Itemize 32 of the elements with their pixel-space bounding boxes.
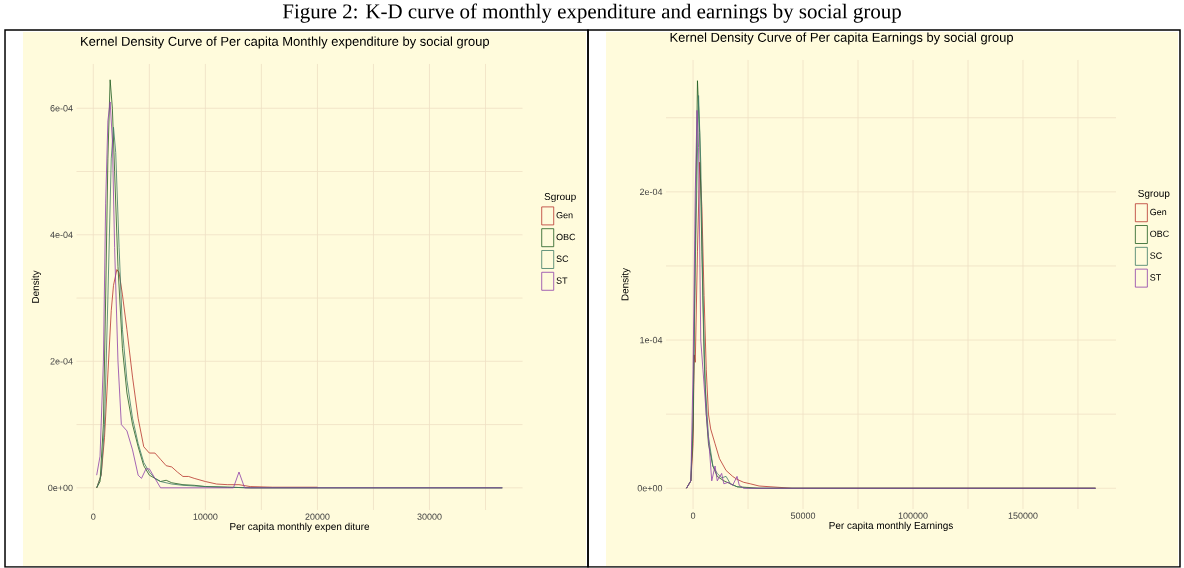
legend-label: SC — [1150, 252, 1162, 259]
legend-label: Gen — [1150, 208, 1167, 216]
x-tick-label: 150000 — [1008, 512, 1038, 519]
y-tick-label: 6e-04 — [50, 105, 73, 112]
y-tick-label: 1e-04 — [640, 337, 663, 344]
legend-label: Gen — [556, 212, 573, 219]
legend-label: OBC — [556, 233, 576, 241]
x-tick-label: 0 — [690, 512, 696, 519]
x-axis-title: Per capita monthly expen diture — [230, 522, 370, 533]
legend-title: Sgroup — [544, 193, 576, 203]
x-tick-label: 30000 — [417, 513, 442, 520]
y-tick-label: 4e-04 — [50, 231, 73, 239]
legend-label: ST — [1150, 274, 1161, 281]
caption: Figure 2: K-D curve of monthly expenditure and earnings by social group — [282, 3, 901, 23]
legend-label: OBC — [1150, 230, 1169, 238]
legend-label: SC — [556, 255, 569, 263]
x-axis-title: Per capita monthly Earnings — [829, 521, 953, 532]
x-tick-label: 100000 — [898, 512, 928, 519]
y-axis-title: Density — [621, 268, 631, 301]
y-tick-label: 2e-04 — [640, 188, 663, 196]
chart-title: Kernel Density Curve of Per capita Earnings by social group — [670, 32, 1014, 45]
legend-label: ST — [556, 277, 568, 284]
legend-title: Sgroup — [1138, 190, 1170, 200]
x-tick-label: 0 — [91, 513, 96, 520]
y-tick-label: 0e+00 — [48, 484, 73, 492]
x-tick-label: 50000 — [790, 512, 816, 519]
y-tick-label: 0e+00 — [637, 485, 663, 492]
x-tick-label: 20000 — [305, 513, 330, 520]
x-tick-label: 10000 — [193, 513, 218, 520]
chart-title: Kernel Density Curve of Per capita Monthly expenditure by social group — [81, 36, 490, 49]
y-tick-label: 2e-04 — [50, 358, 73, 365]
y-axis-title: Density — [31, 270, 41, 303]
